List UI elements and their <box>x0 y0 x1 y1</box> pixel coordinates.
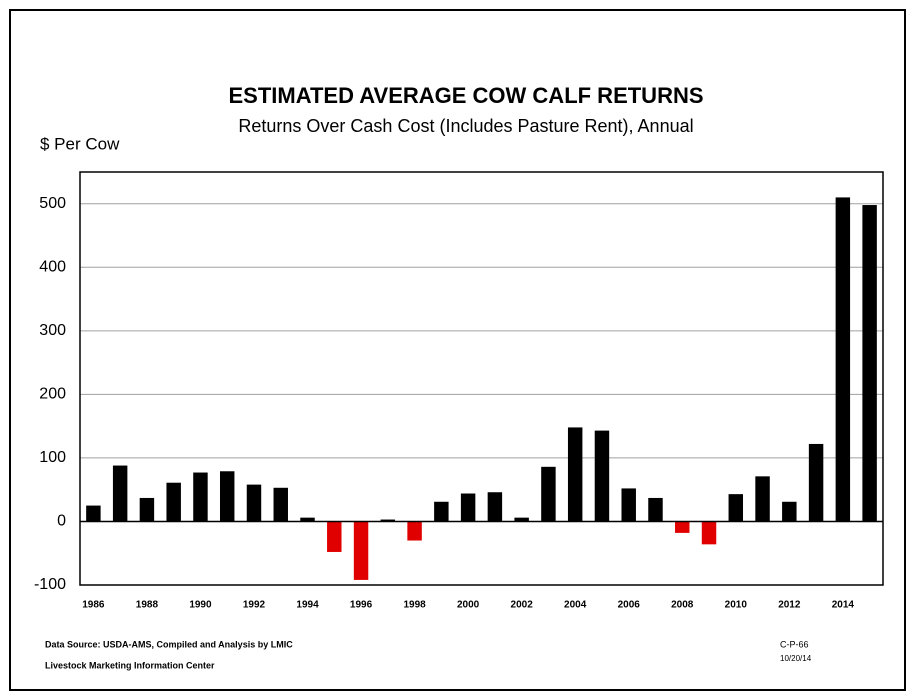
bar <box>755 476 770 522</box>
x-tick-label: 1990 <box>189 600 212 611</box>
bar <box>273 487 288 522</box>
source: Data Source: USDA-AMS, Compiled and Anal… <box>45 639 293 649</box>
bar <box>460 493 476 522</box>
bar <box>567 427 583 522</box>
x-tick-label: 2004 <box>564 600 587 611</box>
x-tick-label: 1988 <box>136 600 159 611</box>
y-tick-label: -100 <box>34 576 66 593</box>
chart-date: 10/20/14 <box>780 654 812 663</box>
bar <box>353 521 369 580</box>
x-tick-label: 2008 <box>671 600 694 611</box>
x-tick-label: 2014 <box>832 600 855 611</box>
bar <box>514 517 529 522</box>
bar <box>219 471 235 522</box>
x-tick-label: 2002 <box>511 600 534 611</box>
bar <box>112 465 128 522</box>
bar <box>487 492 503 522</box>
y-tick-label: 200 <box>39 386 66 403</box>
x-tick-label: 1994 <box>296 600 319 611</box>
bar <box>166 482 181 522</box>
bar <box>300 517 315 522</box>
bar <box>380 519 396 522</box>
x-tick-label: 1996 <box>350 600 373 611</box>
bar <box>86 505 101 522</box>
bar <box>327 521 342 552</box>
chart-title: ESTIMATED AVERAGE COW CALF RETURNS <box>228 83 703 108</box>
bar <box>782 501 797 522</box>
y-tick-label: 400 <box>39 259 66 276</box>
bar <box>862 205 877 522</box>
x-tick-label: 2006 <box>618 600 641 611</box>
bar <box>728 494 744 522</box>
bar <box>407 521 422 541</box>
bar <box>808 443 824 522</box>
bar <box>434 501 449 522</box>
frame <box>9 9 906 691</box>
y-tick-label: 100 <box>39 449 66 466</box>
bar <box>648 497 663 522</box>
publisher: Livestock Marketing Information Center <box>45 660 215 670</box>
bar <box>594 430 610 522</box>
x-tick-label: 1998 <box>403 600 426 611</box>
x-tick-label: 1986 <box>82 600 105 611</box>
bar <box>675 521 690 533</box>
bar <box>139 497 155 522</box>
bar <box>621 488 636 522</box>
y-tick-label: 500 <box>39 195 66 212</box>
chart-code: C-P-66 <box>780 639 809 649</box>
y-tick-label: 300 <box>39 322 66 339</box>
y-axis-label: $ Per Cow <box>40 134 120 153</box>
chart-subtitle: Returns Over Cash Cost (Includes Pasture… <box>238 116 693 136</box>
x-tick-label: 2010 <box>725 600 748 611</box>
y-tick-label: 0 <box>57 513 66 530</box>
bar <box>246 484 262 522</box>
x-tick-label: 2012 <box>778 600 801 611</box>
x-tick-label: 1992 <box>243 600 266 611</box>
x-tick-label: 2000 <box>457 600 480 611</box>
bar <box>835 197 851 522</box>
bar <box>701 521 717 545</box>
plot-border <box>79 171 884 586</box>
bar <box>193 472 208 522</box>
bar <box>541 466 556 522</box>
